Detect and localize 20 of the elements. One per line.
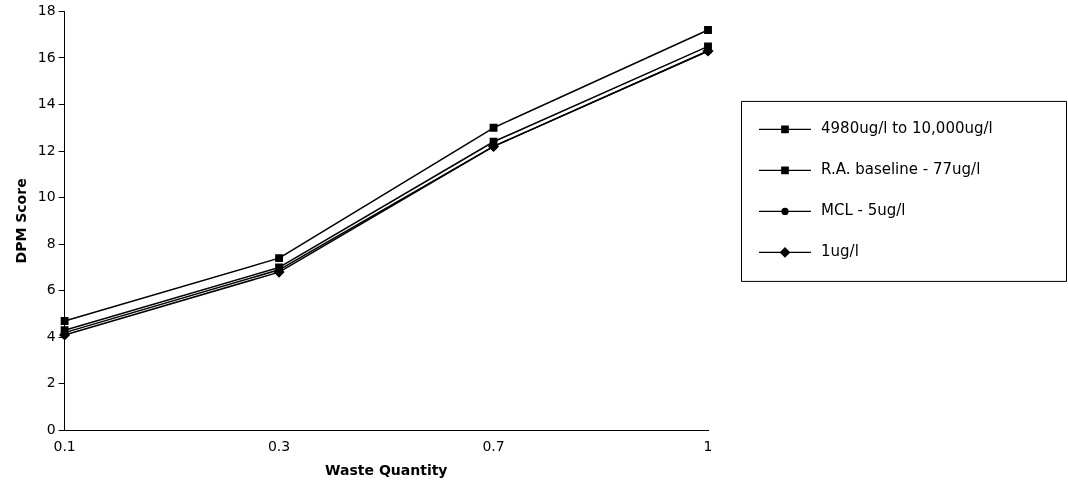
- y-tick-label: 2: [46, 374, 56, 391]
- y-tick-label: 16: [37, 48, 56, 65]
- legend-label: 1ug/l: [821, 242, 859, 261]
- y-tick-label: 10: [37, 188, 56, 205]
- legend-label: R.A. baseline - 77ug/l: [821, 160, 981, 179]
- y-axis-title: DPM Score: [13, 178, 30, 264]
- y-tick-label: 14: [37, 95, 56, 112]
- y-tick-label: 12: [37, 141, 56, 158]
- x-tick-label: 0.7: [482, 438, 505, 455]
- y-tick-label: 0: [46, 421, 56, 438]
- x-tick-label: 0.1: [53, 438, 76, 455]
- y-tick-label: 4: [46, 327, 56, 344]
- y-tick-label: 18: [37, 2, 56, 19]
- x-tick-label: 0.3: [267, 438, 291, 455]
- y-tick-label: 8: [46, 234, 56, 251]
- x-axis-title: Waste Quantity: [325, 462, 448, 479]
- x-tick-label: 1: [703, 438, 713, 455]
- legend-label: MCL - 5ug/l: [821, 201, 906, 220]
- legend-label: 4980ug/l to 10,000ug/l: [821, 119, 993, 138]
- y-tick-label: 6: [46, 281, 56, 298]
